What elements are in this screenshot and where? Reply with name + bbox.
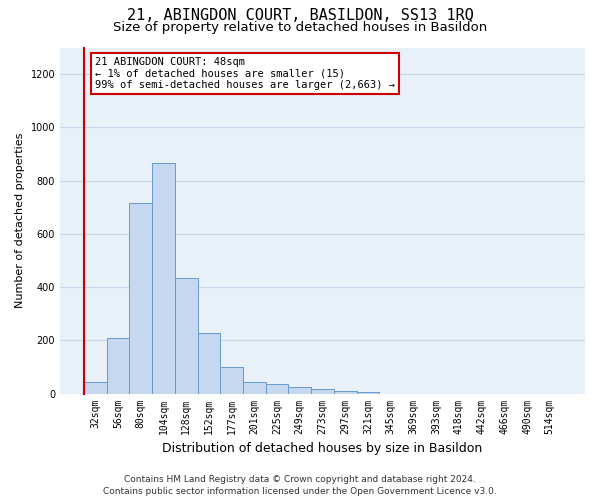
Bar <box>311 389 334 394</box>
Bar <box>334 392 356 394</box>
Bar <box>220 367 243 394</box>
Text: 21 ABINGDON COURT: 48sqm
← 1% of detached houses are smaller (15)
99% of semi-de: 21 ABINGDON COURT: 48sqm ← 1% of detache… <box>95 57 395 90</box>
Bar <box>266 384 289 394</box>
Bar <box>152 164 175 394</box>
X-axis label: Distribution of detached houses by size in Basildon: Distribution of detached houses by size … <box>163 442 482 455</box>
Bar <box>289 386 311 394</box>
Bar <box>356 392 379 394</box>
Bar <box>130 203 152 394</box>
Bar <box>175 278 197 394</box>
Text: Size of property relative to detached houses in Basildon: Size of property relative to detached ho… <box>113 21 487 34</box>
Bar <box>243 382 266 394</box>
Bar <box>197 333 220 394</box>
Bar <box>107 338 130 394</box>
Y-axis label: Number of detached properties: Number of detached properties <box>15 133 25 308</box>
Text: 21, ABINGDON COURT, BASILDON, SS13 1RQ: 21, ABINGDON COURT, BASILDON, SS13 1RQ <box>127 8 473 22</box>
Text: Contains HM Land Registry data © Crown copyright and database right 2024.
Contai: Contains HM Land Registry data © Crown c… <box>103 474 497 496</box>
Bar <box>84 382 107 394</box>
